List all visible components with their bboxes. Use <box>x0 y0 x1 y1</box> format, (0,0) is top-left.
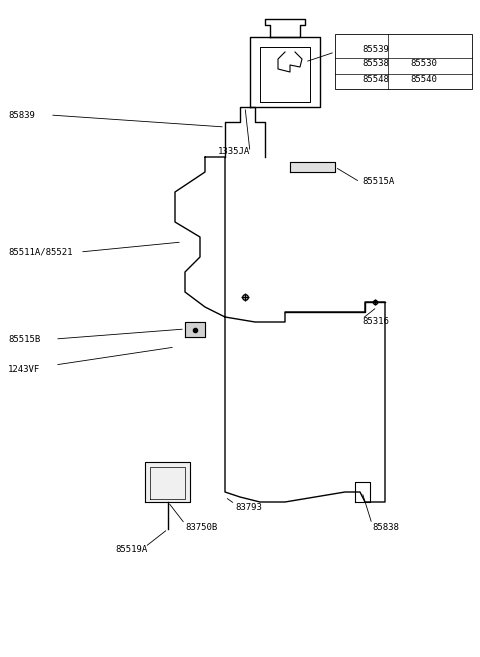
Text: 85530: 85530 <box>410 60 437 68</box>
Polygon shape <box>290 162 335 172</box>
Text: 85539: 85539 <box>362 45 389 53</box>
Text: 85519A: 85519A <box>115 545 147 553</box>
Text: 85538: 85538 <box>362 60 389 68</box>
Text: 85511A/85521: 85511A/85521 <box>8 248 72 256</box>
Text: 85548: 85548 <box>362 74 389 83</box>
Polygon shape <box>185 322 205 337</box>
Polygon shape <box>145 462 190 502</box>
Text: 85515A: 85515A <box>362 177 394 187</box>
Text: 85540: 85540 <box>410 74 437 83</box>
Text: 85515B: 85515B <box>8 334 40 344</box>
Text: 85316: 85316 <box>362 317 389 327</box>
Text: 1243VF: 1243VF <box>8 365 40 373</box>
Text: 83793: 83793 <box>235 503 262 512</box>
Text: 85838: 85838 <box>372 522 399 532</box>
Text: 1335JA: 1335JA <box>218 148 250 156</box>
Text: 83750B: 83750B <box>185 522 217 532</box>
Text: 85839: 85839 <box>8 110 35 120</box>
Bar <box>335 34 472 89</box>
